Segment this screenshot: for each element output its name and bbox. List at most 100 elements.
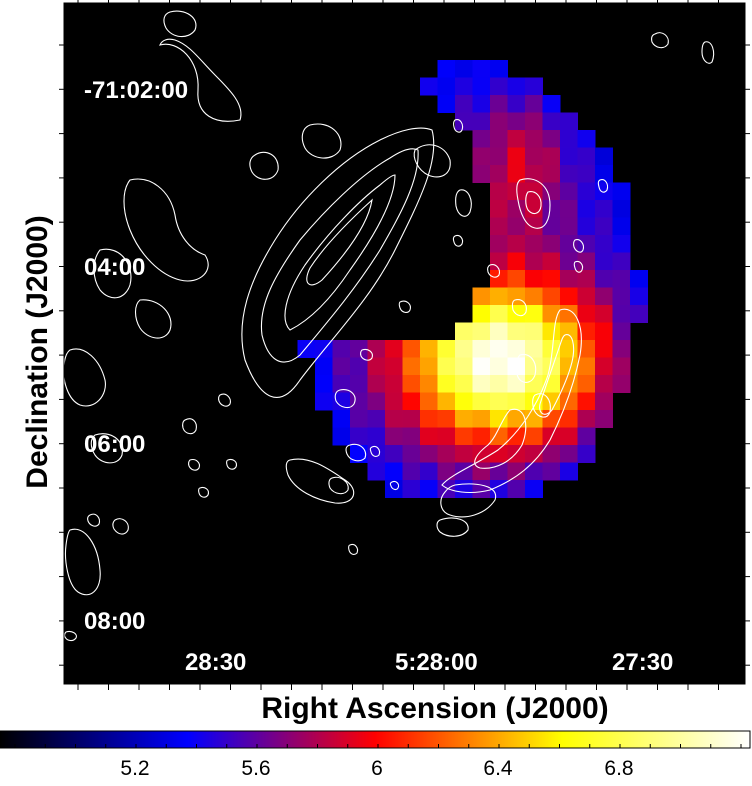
map-pixel (402, 445, 421, 463)
map-pixel (595, 410, 613, 428)
map-pixel (595, 182, 613, 201)
map-pixel (437, 95, 456, 113)
map-pixel (542, 200, 561, 218)
colorbar (0, 730, 751, 749)
map-pixel (490, 287, 508, 306)
map-pixel (525, 287, 543, 306)
map-pixel (577, 252, 596, 271)
map-pixel (385, 427, 403, 446)
map-pixel (437, 357, 456, 376)
map-pixel (507, 235, 526, 253)
map-pixel (630, 270, 648, 288)
map-pixel (402, 427, 421, 446)
map-pixel (542, 235, 561, 253)
map-pixel (525, 235, 543, 253)
map-pixel (437, 480, 456, 498)
map-pixel (455, 427, 473, 446)
map-pixel (507, 165, 526, 183)
map-pixel (455, 462, 473, 481)
map-pixel (332, 427, 351, 446)
map-pixel (542, 462, 561, 481)
map-pixel (577, 147, 596, 166)
map-pixel (577, 200, 596, 218)
map-pixel (542, 165, 561, 183)
map-pixel (385, 445, 403, 463)
map-pixel (472, 480, 491, 498)
map-pixel (490, 252, 508, 271)
map-pixel (595, 217, 613, 236)
map-pixel (525, 480, 543, 498)
map-pixel (437, 60, 456, 78)
map-pixel (577, 340, 596, 358)
map-pixel (577, 445, 596, 463)
map-pixel (525, 165, 543, 183)
map-pixel (367, 410, 386, 428)
map-pixel (490, 392, 508, 411)
x-axis-title: Right Ascension (J2000) (261, 692, 608, 725)
map-pixel (525, 322, 543, 341)
x-tick-label-1: 28:30 (185, 649, 246, 676)
map-pixel (595, 305, 613, 323)
map-pixel (332, 375, 351, 393)
map-pixel (507, 410, 526, 428)
map-pixel (560, 147, 578, 166)
map-pixel (332, 357, 351, 376)
map-pixel (612, 322, 631, 341)
map-pixel (577, 235, 596, 253)
colorbar-label-3: 6 (371, 757, 383, 780)
map-pixel (490, 480, 508, 498)
map-pixel (560, 410, 578, 428)
map-pixel (525, 357, 543, 376)
map-pixel (542, 270, 561, 288)
map-pixel (472, 112, 491, 131)
map-pixel (420, 410, 438, 428)
map-pixel (402, 357, 421, 376)
map-pixel (472, 375, 491, 393)
map-pixel (437, 410, 456, 428)
map-pixel (542, 445, 561, 463)
map-pixel (490, 305, 508, 323)
map-pixel (385, 392, 403, 411)
map-pixel (332, 340, 351, 358)
map-pixel (560, 305, 578, 323)
map-pixel (315, 357, 333, 376)
colorbar-label-2: 5.6 (241, 757, 270, 780)
map-pixel (595, 340, 613, 358)
map-pixel (595, 147, 613, 166)
map-pixel (490, 235, 508, 253)
frame-ticks (59, 0, 750, 690)
map-pixel (490, 165, 508, 183)
map-pixel (472, 427, 491, 446)
map-pixel (560, 217, 578, 236)
map-pixel (490, 375, 508, 393)
colorbar-label-5: 6.8 (604, 757, 633, 780)
x-tick-label-3: 27:30 (612, 649, 673, 676)
map-pixel (542, 287, 561, 306)
map-pixel (560, 462, 578, 481)
map-pixel (595, 392, 613, 411)
map-pixel (472, 357, 491, 376)
map-pixel (490, 60, 508, 78)
map-pixel (542, 147, 561, 166)
map-pixel (350, 392, 368, 411)
map-pixel (560, 182, 578, 201)
map-pixel (367, 445, 386, 463)
map-pixel (437, 462, 456, 481)
map-pixel (507, 130, 526, 148)
map-pixel (507, 445, 526, 463)
map-pixel (472, 147, 491, 166)
map-pixel (595, 200, 613, 218)
map-pixel (525, 410, 543, 428)
map-pixel (490, 445, 508, 463)
map-pixel (455, 340, 473, 358)
map-pixel (612, 217, 631, 236)
map-pixel (595, 235, 613, 253)
map-pixel (455, 392, 473, 411)
map-pixel (560, 287, 578, 306)
map-pixel (577, 427, 596, 446)
map-pixel (350, 357, 368, 376)
map-pixel (420, 77, 438, 96)
map-pixel (367, 375, 386, 393)
map-pixel (560, 270, 578, 288)
y-axis-title: Declination (J2000) (21, 215, 54, 488)
